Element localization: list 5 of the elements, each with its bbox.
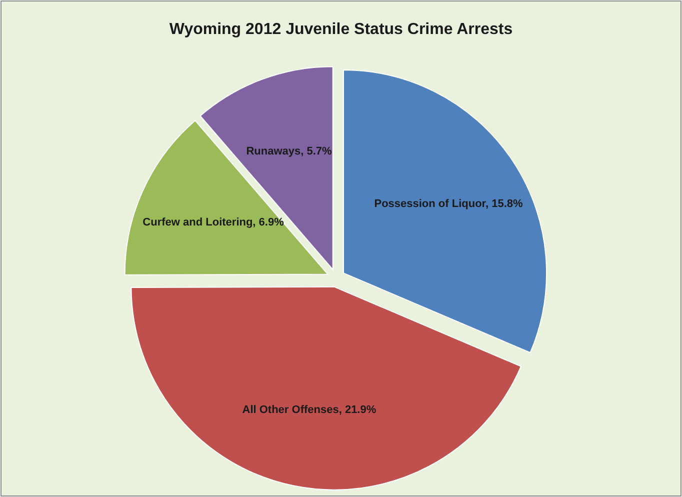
slice-label: Possession of Liquor, 15.8% bbox=[374, 196, 523, 211]
slice-label: Curfew and Loitering, 6.9% bbox=[142, 215, 284, 230]
slice-label: All Other Offenses, 21.9% bbox=[242, 403, 376, 418]
slice-label: Runaways, 5.7% bbox=[246, 144, 332, 159]
chart-title: Wyoming 2012 Juvenile Status Crime Arrests bbox=[169, 21, 513, 38]
